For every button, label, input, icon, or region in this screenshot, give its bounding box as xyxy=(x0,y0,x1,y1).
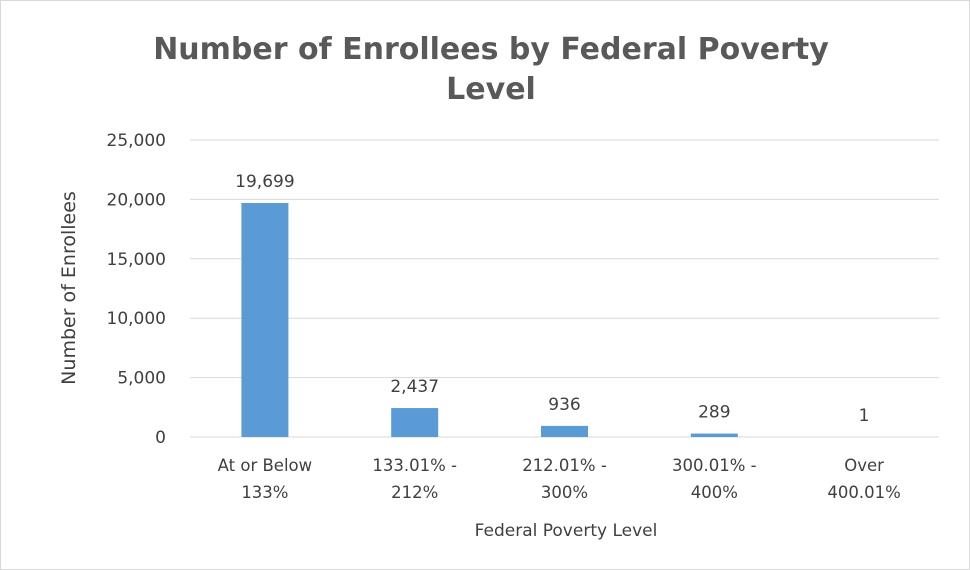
bar xyxy=(241,202,289,437)
y-tick-label: 5,000 xyxy=(117,369,166,389)
bars xyxy=(241,202,888,437)
x-tick-label: 212% xyxy=(391,483,438,502)
x-tick-label: 400.01% xyxy=(827,483,900,502)
x-tick-label: 133.01% - xyxy=(372,456,457,475)
x-tick-label: 300% xyxy=(541,483,588,502)
data-label: 19,699 xyxy=(235,172,294,192)
x-axis-title: Federal Poverty Level xyxy=(475,521,658,541)
x-tick-label: 133% xyxy=(241,483,288,502)
x-tick-label: Over xyxy=(844,456,884,475)
y-axis-title: Number of Enrollees xyxy=(58,191,80,385)
gridlines xyxy=(190,139,939,438)
x-tick-label: 212.01% - xyxy=(522,456,607,475)
data-label: 2,437 xyxy=(390,377,439,397)
y-tick-label: 20,000 xyxy=(107,190,166,210)
y-tick-label: 0 xyxy=(155,428,166,448)
x-tick-label: 400% xyxy=(691,483,738,502)
data-label: 1 xyxy=(859,406,870,426)
y-axis-tick-labels: 0 5,000 10,000 15,000 20,000 25,000 xyxy=(107,131,166,448)
data-label: 289 xyxy=(698,403,730,423)
bar xyxy=(541,425,588,437)
x-axis-category-labels: At or Below 133% 133.01% - 212% 212.01% - 300… xyxy=(218,456,901,502)
bar xyxy=(690,433,738,437)
x-tick-label: 300.01% - xyxy=(672,456,757,475)
chart-title: Number of Enrollees by Federal Poverty L… xyxy=(153,32,829,107)
y-tick-label: 25,000 xyxy=(107,131,166,151)
data-label: 936 xyxy=(548,395,580,415)
chart-title-line-1: Number of Enrollees by Federal Poverty xyxy=(153,32,829,67)
data-labels: 19,699 2,437 936 289 1 xyxy=(235,172,869,426)
y-tick-label: 10,000 xyxy=(107,309,166,329)
x-tick-label: At or Below xyxy=(218,456,312,475)
y-tick-label: 15,000 xyxy=(107,250,166,270)
bar xyxy=(391,408,439,437)
chart-title-line-2: Level xyxy=(446,72,536,107)
